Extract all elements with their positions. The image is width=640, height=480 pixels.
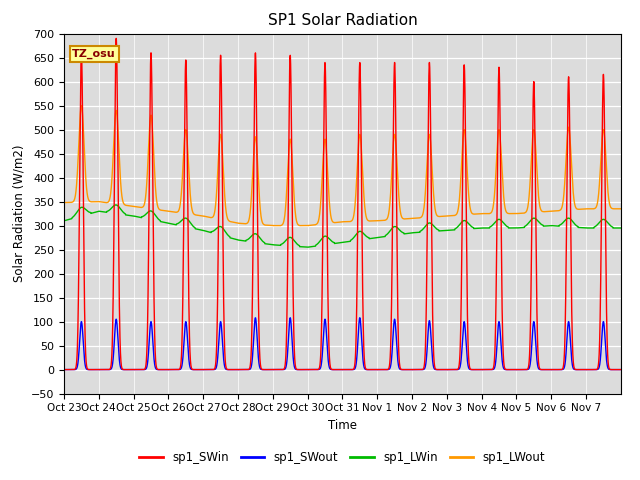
sp1_SWin (364, 367, 371, 372)
sp1_SWin (537, 367, 545, 372)
sp1_SWout (175, 367, 183, 372)
sp1_SWin (523, 367, 531, 372)
sp1_LWin (523, 222, 531, 228)
sp1_LWout (176, 205, 184, 211)
Line: sp1_LWout: sp1_LWout (64, 106, 621, 226)
Line: sp1_SWout: sp1_SWout (64, 318, 621, 370)
sp1_SWout (252, 315, 259, 321)
sp1_LWin (495, 216, 503, 222)
X-axis label: Time: Time (328, 419, 357, 432)
sp1_LWout (617, 206, 625, 212)
Line: sp1_SWin: sp1_SWin (64, 38, 621, 370)
sp1_LWin (112, 202, 120, 208)
Title: SP1 Solar Radiation: SP1 Solar Radiation (268, 13, 417, 28)
sp1_LWout (269, 223, 276, 228)
sp1_SWout (537, 367, 545, 372)
sp1_SWin (617, 367, 625, 372)
sp1_LWout (60, 200, 68, 205)
sp1_LWin (617, 225, 625, 231)
sp1_LWin (176, 219, 184, 225)
sp1_SWin (393, 245, 401, 251)
sp1_SWin (60, 367, 68, 372)
sp1_SWout (393, 347, 401, 352)
sp1_SWout (523, 367, 531, 372)
sp1_SWout (60, 367, 68, 372)
sp1_SWout (364, 367, 371, 372)
Y-axis label: Solar Radiation (W/m2): Solar Radiation (W/m2) (12, 145, 26, 282)
Legend: sp1_SWin, sp1_SWout, sp1_LWin, sp1_LWout: sp1_SWin, sp1_SWout, sp1_LWin, sp1_LWout (134, 446, 550, 469)
sp1_LWin (537, 221, 545, 227)
sp1_LWin (60, 218, 68, 224)
sp1_LWout (537, 207, 545, 213)
sp1_SWin (176, 366, 184, 372)
sp1_LWin (304, 244, 312, 250)
Line: sp1_LWin: sp1_LWin (64, 205, 621, 247)
sp1_SWout (495, 319, 503, 325)
sp1_LWin (364, 234, 371, 240)
sp1_LWin (393, 225, 401, 230)
sp1_SWout (617, 367, 625, 372)
sp1_LWout (364, 216, 371, 222)
sp1_LWout (495, 127, 503, 133)
sp1_LWout (393, 163, 401, 168)
sp1_LWout (77, 103, 85, 108)
sp1_SWin (495, 67, 503, 72)
sp1_LWout (523, 208, 531, 214)
Text: TZ_osu: TZ_osu (72, 49, 116, 59)
sp1_SWin (113, 36, 120, 41)
